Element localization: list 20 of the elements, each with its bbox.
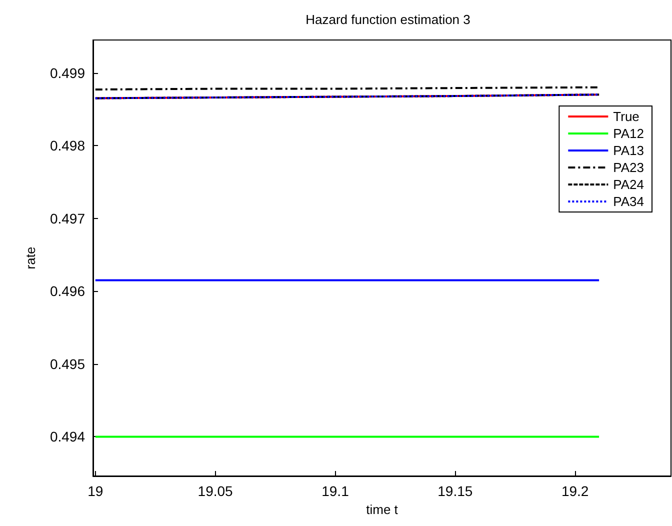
x-tick-label: 19.15 (438, 483, 473, 499)
x-axis-title: time t (366, 502, 398, 517)
legend-label: True (613, 109, 640, 124)
legend-label: PA24 (613, 177, 644, 192)
y-tick-label: 0.497 (50, 210, 86, 226)
y-tick-label: 0.496 (50, 283, 86, 300)
legend-label: PA23 (613, 160, 644, 175)
x-tick-label: 19.1 (322, 483, 350, 499)
legend-label: PA12 (613, 126, 644, 141)
y-tick-label: 0.498 (50, 138, 86, 154)
y-axis-title: rate (23, 246, 38, 270)
legend-label: PA13 (613, 143, 644, 158)
y-tick-label: 0.499 (50, 64, 86, 81)
x-tick-label: 19.05 (198, 483, 234, 499)
legend-label: PA34 (613, 194, 644, 209)
chart-title: Hazard function estimation 3 (306, 12, 470, 27)
x-tick-label: 19.2 (561, 483, 589, 499)
y-tick-label: 0.495 (50, 356, 86, 372)
y-tick-label: 0.494 (50, 428, 86, 445)
x-tick-label: 19 (88, 483, 104, 499)
